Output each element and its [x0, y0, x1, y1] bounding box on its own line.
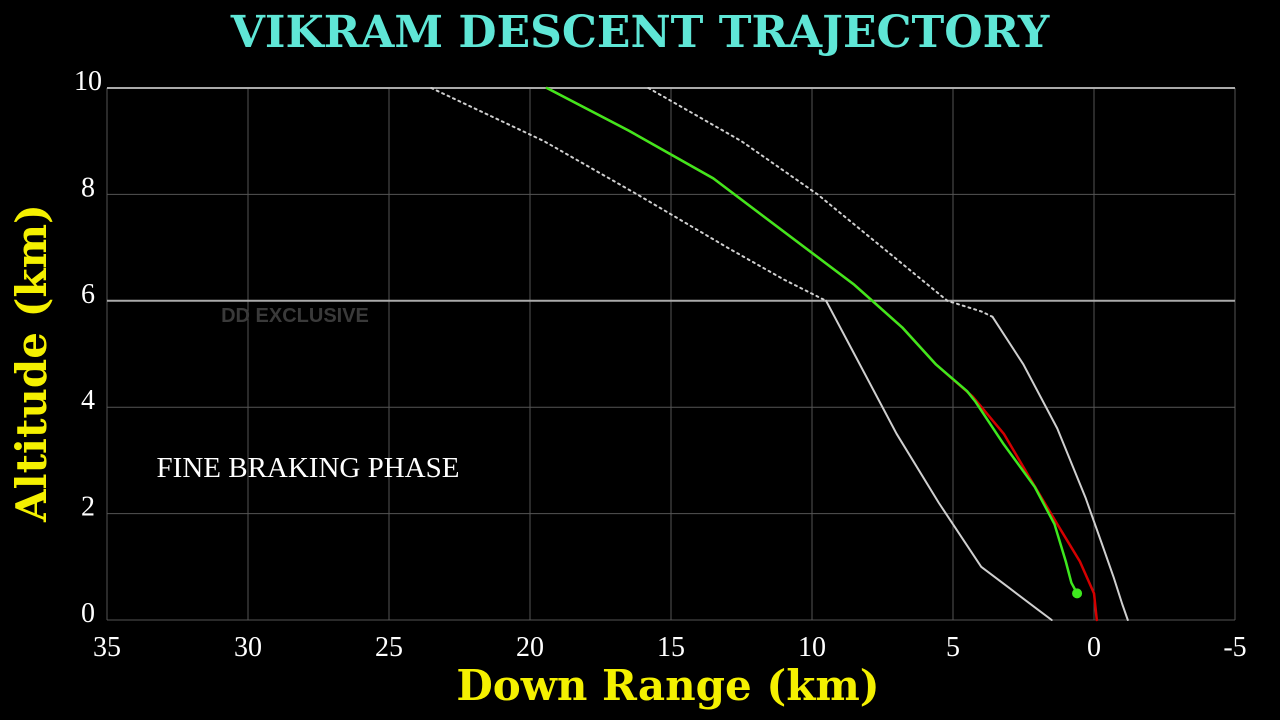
- y-axis-title: Altitude (km): [7, 204, 56, 523]
- x-tick-label-1: 30: [234, 632, 262, 663]
- y-tick-label-5: 10: [74, 66, 102, 97]
- y-tick-label-1: 2: [81, 492, 95, 523]
- current-position-marker: [1072, 588, 1083, 599]
- phase-annotation: FINE BRAKING PHASE: [157, 452, 460, 484]
- y-tick-label-4: 8: [81, 172, 95, 203]
- grid: [106, 87, 1236, 621]
- x-tick-label-6: 5: [946, 632, 960, 663]
- x-tick-label-5: 10: [798, 632, 826, 663]
- trajectory-series-1: [825, 299, 1053, 621]
- x-tick-label-2: 25: [375, 632, 403, 663]
- y-tick-label-0: 0: [81, 598, 95, 629]
- y-tick-label-3: 6: [81, 279, 95, 310]
- trajectory-series-3: [991, 315, 1129, 621]
- x-axis-title: Down Range (km): [456, 661, 879, 710]
- trajectory-series-2: [647, 87, 994, 318]
- trajectory-series-0: [430, 87, 828, 302]
- tick-labels: 35 30 25 20 15 10 5 0 -5 0 2 4 6 8 10: [74, 66, 1247, 663]
- trajectory-series-4: [545, 86, 1099, 622]
- y-tick-label-2: 4: [81, 385, 95, 416]
- x-tick-label-0: 35: [93, 632, 121, 663]
- series-layer: [430, 86, 1129, 622]
- x-tick-label-7: 0: [1087, 632, 1101, 663]
- x-tick-label-4: 15: [657, 632, 685, 663]
- trajectory-series-5: [545, 86, 1079, 595]
- chart-title: VIKRAM DESCENT TRAJECTORY: [230, 7, 1050, 58]
- x-tick-label-3: 20: [516, 632, 544, 663]
- watermark: DD EXCLUSIVE: [221, 305, 369, 327]
- x-tick-label-8: -5: [1223, 632, 1246, 663]
